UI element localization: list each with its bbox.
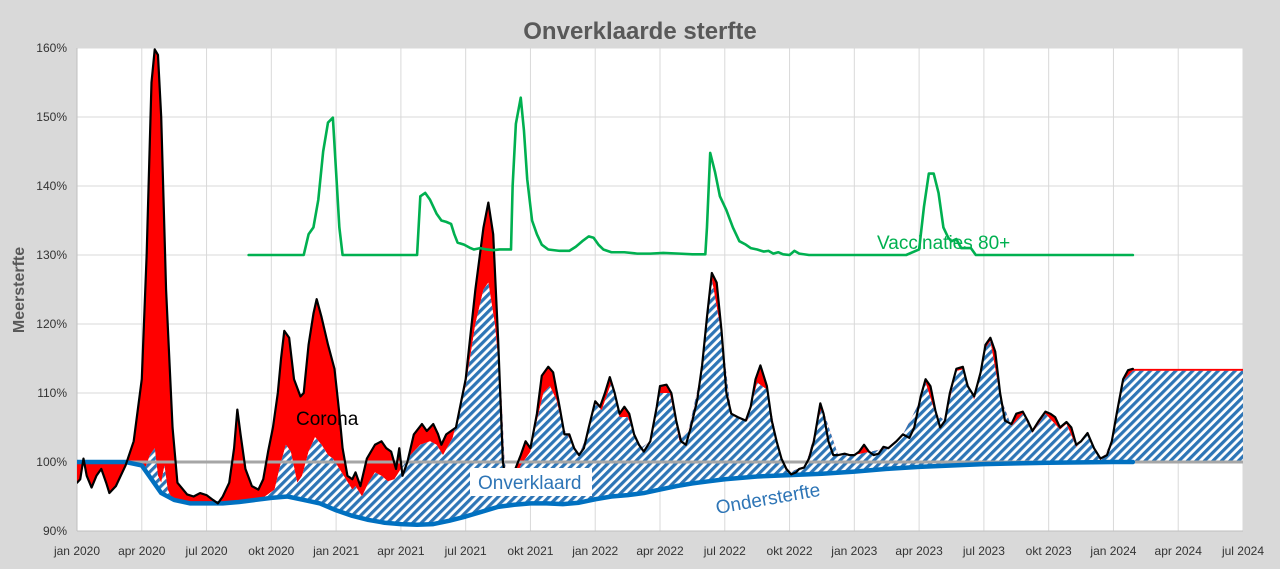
x-tick-label: okt 2020 xyxy=(248,544,294,558)
x-tick-label: okt 2021 xyxy=(507,544,553,558)
y-tick-label: 110% xyxy=(37,386,67,400)
y-axis-ticks: 90% 100% 110% 120% 130% 140% 150% 160% xyxy=(36,41,67,538)
x-tick-label: jan 2020 xyxy=(53,544,100,558)
y-tick-label: 100% xyxy=(36,455,67,469)
vaccinations-line xyxy=(247,96,1135,257)
y-tick-label: 160% xyxy=(36,41,67,55)
onverklaard-annotation: Onverklaard xyxy=(478,473,582,494)
series-lines xyxy=(77,48,1243,528)
mortality-line xyxy=(77,48,1134,505)
x-tick-label: apr 2023 xyxy=(895,544,943,558)
x-tick-label: jul 2023 xyxy=(962,544,1005,558)
x-tick-label: apr 2020 xyxy=(118,544,166,558)
onverklaard-label-box xyxy=(470,468,592,496)
y-axis-label: Meersterfte xyxy=(11,247,28,333)
x-tick-label: jan 2024 xyxy=(1089,544,1136,558)
y-tick-label: 120% xyxy=(36,317,67,331)
x-tick-label: okt 2022 xyxy=(767,544,813,558)
x-tick-label: apr 2024 xyxy=(1155,544,1203,558)
x-tick-label: jan 2021 xyxy=(312,544,359,558)
chart-title: Onverklaarde sterfte xyxy=(523,18,756,45)
ondersterfte-line xyxy=(77,459,1136,528)
x-tick-label: okt 2023 xyxy=(1026,544,1072,558)
x-tick-label: jan 2022 xyxy=(571,544,618,558)
x-axis-ticks: jan 2020 apr 2020 jul 2020 okt 2020 jan 2021… xyxy=(53,544,1264,558)
x-tick-label: apr 2021 xyxy=(377,544,425,558)
y-tick-label: 140% xyxy=(36,179,67,193)
vaccinaties-annotation: Vaccinaties 80+ xyxy=(877,233,1010,254)
y-tick-label: 130% xyxy=(36,248,67,262)
x-tick-label: jul 2021 xyxy=(444,544,487,558)
x-tick-label: jul 2020 xyxy=(185,544,228,558)
x-tick-label: apr 2022 xyxy=(636,544,684,558)
y-tick-label: 90% xyxy=(43,524,67,538)
corona-annotation: Corona xyxy=(296,409,359,430)
y-tick-label: 150% xyxy=(36,110,67,124)
x-tick-label: jul 2022 xyxy=(703,544,746,558)
x-tick-label: jan 2023 xyxy=(830,544,877,558)
x-tick-label: jul 2024 xyxy=(1221,544,1264,558)
